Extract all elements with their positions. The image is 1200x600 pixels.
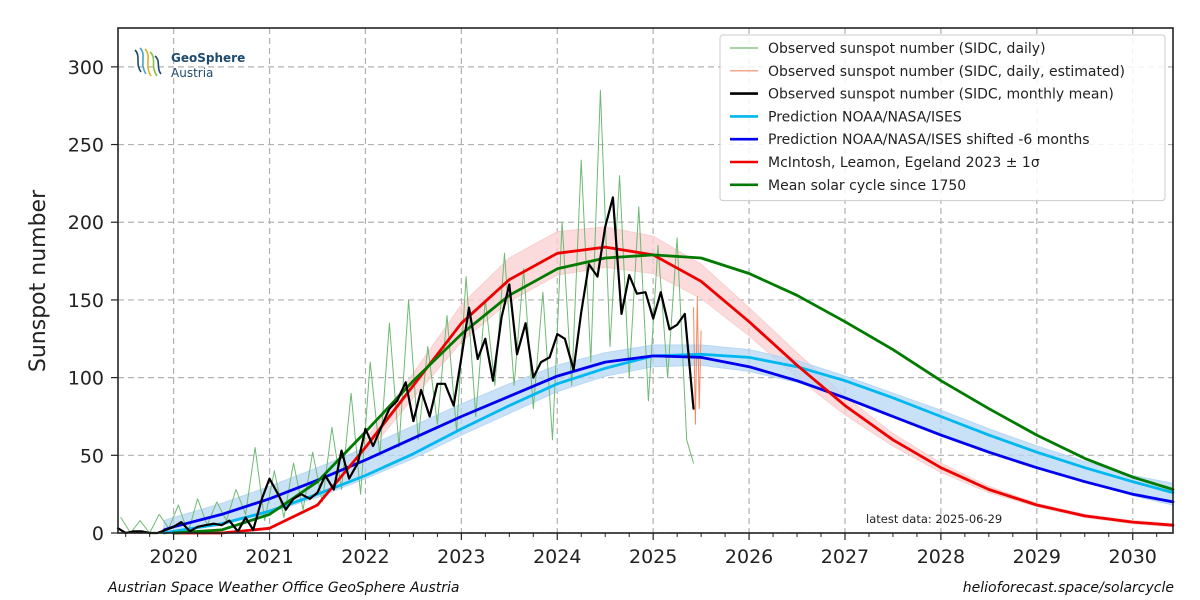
x-tick-label: 2021: [245, 546, 293, 568]
legend-box: [719, 34, 1166, 202]
x-tick-label: 2023: [437, 546, 485, 568]
x-tick-label: 2029: [1013, 546, 1061, 568]
x-tick-label: 2027: [821, 546, 869, 568]
y-tick-label: 100: [68, 368, 104, 390]
series-mcintosh: [172, 245, 1175, 535]
series-lines: [116, 89, 1175, 535]
series-monthly: [116, 196, 695, 535]
legend-label-noaa-shifted: Prediction NOAA/NASA/ISES shifted -6 mon…: [768, 132, 1090, 148]
x-tick-label: 2028: [917, 546, 965, 568]
y-tick-label: 250: [68, 135, 104, 157]
axes: 2020 2021 2022 2023 2024 2025 2026 2027 2028 2029…: [68, 27, 1174, 568]
legend-label-estimated: Observed sunspot number (SIDC, daily, es…: [768, 64, 1125, 80]
y-tick-label: 300: [68, 57, 104, 79]
legend-label-noaa: Prediction NOAA/NASA/ISES: [768, 109, 962, 125]
y-tick-label: 0: [92, 523, 104, 545]
x-tick-label: 2020: [149, 546, 197, 568]
series-noaa-shifted: [162, 354, 1175, 532]
legend-label-daily: Observed sunspot number (SIDC, daily): [768, 41, 1046, 57]
y-axis-label: Sunspot number: [26, 189, 51, 372]
x-tick-label: 2024: [533, 546, 581, 568]
geosphere-logo: GeoSphere Austria: [134, 47, 245, 80]
logo-mark-icon: [134, 47, 162, 77]
legend-label-monthly: Observed sunspot number (SIDC, monthly m…: [768, 87, 1114, 103]
x-tick-label: 2022: [341, 546, 389, 568]
x-tick-label: 2025: [629, 546, 677, 568]
legend-label-mcintosh: McIntosh, Leamon, Egeland 2023 ± 1σ: [768, 155, 1040, 171]
plot-frame: [117, 27, 1174, 534]
legend-label-mean: Mean solar cycle since 1750: [768, 178, 966, 194]
footer-url: helioforecast.space/solarcycle: [962, 580, 1174, 596]
legend: Observed sunspot number (SIDC, daily) Obs…: [719, 34, 1166, 202]
y-tick-label: 50: [80, 445, 104, 467]
series-estimated: [693, 296, 702, 425]
latest-data-note: latest data: 2025-06-29: [866, 512, 1002, 526]
x-tick-label: 2026: [725, 546, 773, 568]
y-tick-label: 200: [68, 212, 104, 234]
series-daily: [120, 89, 694, 534]
series-mean: [172, 253, 1175, 535]
footer-credit: Austrian Space Weather Office GeoSphere …: [108, 580, 460, 596]
x-tick-label: 2030: [1109, 546, 1157, 568]
logo-name: GeoSphere: [171, 51, 245, 65]
y-tick-label: 150: [68, 290, 104, 312]
logo-subtitle: Austria: [171, 66, 213, 80]
